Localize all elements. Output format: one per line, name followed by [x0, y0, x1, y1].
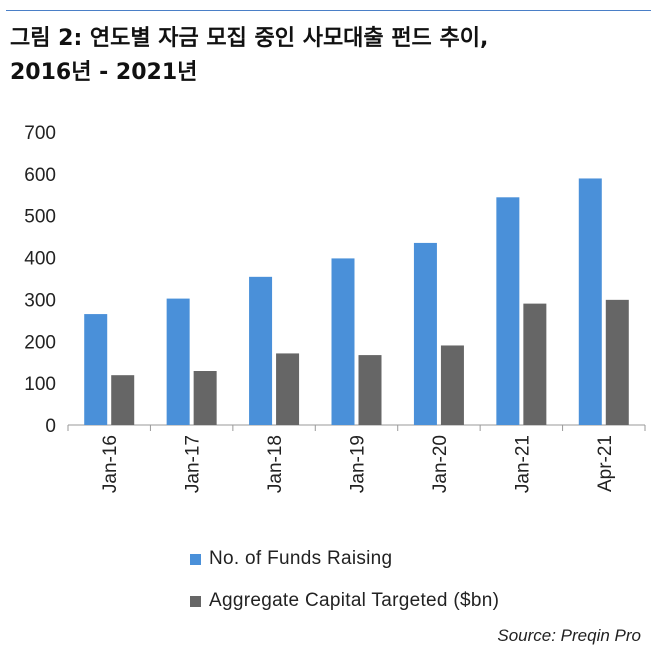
title-line-2: 2016년 - 2021년 [10, 60, 198, 85]
y-tick-label: 200 [24, 332, 56, 353]
x-tick-label: Jan-19 [348, 435, 369, 493]
bar-capital-targeted [440, 345, 464, 425]
bar-funds-raising [496, 197, 520, 425]
y-tick-label: 600 [24, 165, 56, 186]
bar-capital-targeted [276, 353, 300, 425]
bar-capital-targeted [358, 355, 382, 425]
bar-funds-raising [578, 178, 602, 425]
legend-item-capital: Aggregate Capital Targeted ($bn) [190, 580, 499, 622]
bar-capital-targeted [193, 371, 217, 425]
legend-item-funds: No. of Funds Raising [190, 538, 499, 580]
top-rule [6, 10, 651, 11]
legend-swatch-capital [190, 595, 201, 607]
x-tick-label: Jan-18 [265, 435, 286, 493]
bar-capital-targeted [111, 375, 135, 425]
bar-funds-raising [84, 314, 108, 425]
legend-label-capital: Aggregate Capital Targeted ($bn) [209, 590, 500, 611]
bar-capital-targeted [523, 303, 547, 425]
source-note: Source: Preqin Pro [497, 626, 641, 645]
legend-swatch-funds [190, 553, 201, 565]
x-tick-label: Apr-21 [595, 435, 616, 492]
x-tick-label: Jan-21 [512, 435, 533, 493]
title-line-1: 그림 2: 연도별 자금 모집 중인 사모대출 펀드 추이, [10, 26, 489, 51]
bar-funds-raising [331, 258, 355, 425]
y-tick-label: 300 [24, 290, 56, 311]
bar-chart: 0 100 200 300 400 500 600 700 Jan-16 Jan-17 Jan-18… [24, 123, 646, 493]
chart-title: 그림 2: 연도별 자금 모집 중인 사모대출 펀드 추이, 2016년 - 2… [10, 22, 650, 90]
bar-funds-raising [413, 242, 437, 425]
legend-label-funds: No. of Funds Raising [209, 548, 393, 569]
bar-capital-targeted [605, 299, 629, 425]
y-tick-label: 400 [24, 249, 56, 270]
y-tick-label: 700 [24, 123, 56, 144]
y-tick-label: 500 [24, 207, 56, 228]
y-tick-label: 0 [45, 416, 56, 437]
bar-funds-raising [249, 276, 273, 425]
x-tick-label: Jan-20 [430, 435, 451, 493]
x-tick-label: Jan-17 [183, 435, 204, 493]
x-tick-label: Jan-16 [100, 435, 121, 493]
y-tick-label: 100 [24, 374, 56, 395]
legend: No. of Funds Raising Aggregate Capital T… [190, 538, 499, 622]
bar-funds-raising [166, 298, 190, 425]
